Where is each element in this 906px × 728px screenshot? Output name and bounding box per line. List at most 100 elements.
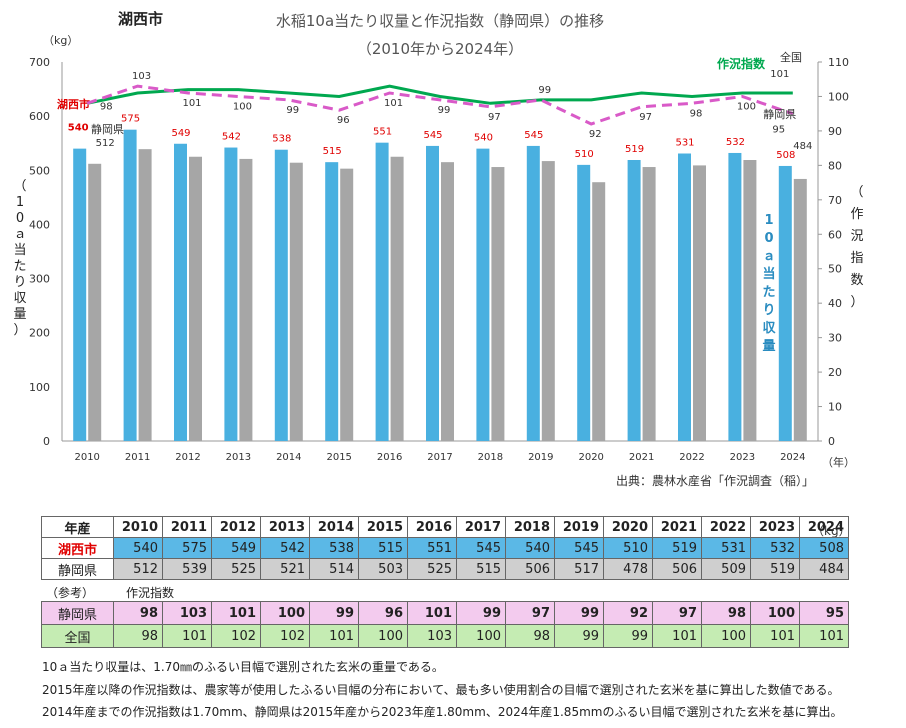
national-index-line [86,84,793,105]
x-tick-label: 2012 [175,452,200,463]
left-axis-title: ） [13,323,26,338]
table-pref-value-2012: 525 [211,558,261,580]
table-pref-index-2017: 99 [456,601,506,625]
city-value-label: 510 [575,149,594,160]
table-year-2018: 2018 [505,516,555,538]
city-value-label: 515 [323,146,342,157]
table-pref-value-2013: 521 [260,558,310,580]
bar-pref-2019 [541,161,555,441]
pref-index-label: 100 [233,101,252,112]
table-header-label: 年産 [41,516,114,538]
bar-pref-2012 [189,156,202,441]
table-national-index-2016: 103 [407,624,457,648]
table-pref-value-2018: 506 [505,558,555,580]
table-pref-index-2015: 96 [358,601,408,625]
table-national-index-2021: 101 [652,624,702,648]
right-tick-label: 0 [828,435,835,448]
table-pref-value-2023: 519 [750,558,800,580]
table-pref-value-2017: 515 [456,558,506,580]
table-city-value-2013: 542 [260,537,310,559]
table-city-label: 湖西市 [41,537,114,559]
left-tick-label: 600 [29,110,50,123]
pref-value-label: 512 [96,138,115,149]
table-year-2024: 2024 [799,516,849,538]
bar-city-2013 [224,147,238,441]
table-city-value-2017: 545 [456,537,506,559]
left-tick-label: 400 [29,218,50,231]
left-axis-title: 1 [16,195,24,210]
city-value-label: 542 [222,132,241,143]
table-city-value-2022: 531 [701,537,751,559]
bar-pref-2023 [743,159,757,441]
table-city-value-2018: 540 [505,537,555,559]
left-axis-title: た [13,259,26,274]
bar-pref-2014 [289,162,303,441]
table-city-value-2012: 549 [211,537,261,559]
right-tick-label: 60 [828,228,842,241]
bar-series-label: 0 [764,231,773,246]
city-value-label: 545 [524,130,543,141]
pref-value-label: 484 [793,141,812,152]
bar-city-2023 [728,152,742,441]
index-table: 静岡県 98 103 101 100 99 96 101 99 97 99 92 97 98 100 95 … [41,601,849,648]
left-axis-title: （ [13,179,26,194]
note-1: 10ａ当たり収量は、1.70㎜のふるい目幅で選別された玄米の重量である。 [42,660,444,674]
right-tick-label: 50 [828,263,842,276]
right-tick-label: 80 [828,159,842,172]
table-pref-label: 静岡県 [41,558,114,580]
city-bar-annotation: 湖西市 [57,97,90,111]
x-tick-label: 2021 [629,452,654,463]
bar-pref-2018 [491,167,505,441]
left-axis-title: ａ [13,227,26,242]
table-year-2013: 2013 [260,516,310,538]
table-national-index-2015: 100 [358,624,408,648]
right-tick-label: 70 [828,194,842,207]
source-note: 出典：農林水産省「作況調査（稲）」 [616,474,815,488]
pref-index-label: 103 [132,71,151,82]
line-legend-label: 作況指数 [717,56,766,71]
table-pref-value-2010: 512 [113,558,163,580]
pref-index-label: 99 [538,85,551,96]
table-city-value-2023: 532 [750,537,800,559]
table-city-value-2015: 515 [358,537,408,559]
city-value-label: 545 [423,130,442,141]
table-pref-index-2023: 100 [750,601,800,625]
table-pref-index-2011: 103 [162,601,212,625]
x-tick-label: 2019 [528,452,553,463]
pref-index-label: 95 [772,125,785,136]
right-tick-label: 40 [828,297,842,310]
table-row-pref: 静岡県 512 539 525 521 514 503 525 515 506 517 478 506… [41,558,849,580]
table-pref-index-2018: 97 [505,601,555,625]
bar-city-2018 [476,148,490,441]
bar-pref-2015 [340,168,354,441]
bar-city-2017 [426,145,439,441]
bar-city-2019 [526,145,540,441]
bar-series-label: た [762,285,775,300]
left-tick-label: 500 [29,164,50,177]
table-year-2023: 2023 [750,516,800,538]
left-tick-label: 700 [29,56,50,69]
national-index-label: 101 [770,69,789,80]
city-value-label: 538 [272,134,291,145]
pref-index-label: 98 [690,108,703,119]
table-national-index-2018: 98 [505,624,555,648]
x-tick-label: 2015 [326,452,351,463]
right-axis-title: （ [850,185,863,200]
note-2: 2015年産以降の作況指数は、農家等が使用したふるい目幅の分布において、最も多い… [42,683,840,697]
bar-series-label: 1 [764,213,773,228]
table-national-index-2012: 102 [211,624,261,648]
bar-series-label: り [762,303,775,318]
table-national-index-2024: 101 [799,624,849,648]
left-axis-unit: （kg） [43,34,78,47]
table-city-value-2019: 545 [554,537,604,559]
x-tick-label: 2014 [276,452,301,463]
city-value-label: 508 [776,150,795,161]
x-tick-label: 2011 [125,452,150,463]
x-tick-label: 2013 [226,452,251,463]
bar-city-2016 [375,142,389,441]
right-axis-title: ） [850,295,863,310]
table-pref-index-2019: 99 [554,601,604,625]
right-tick-label: 100 [828,90,849,103]
table-city-value-2020: 510 [603,537,653,559]
pref-index-label: 99 [438,105,451,116]
